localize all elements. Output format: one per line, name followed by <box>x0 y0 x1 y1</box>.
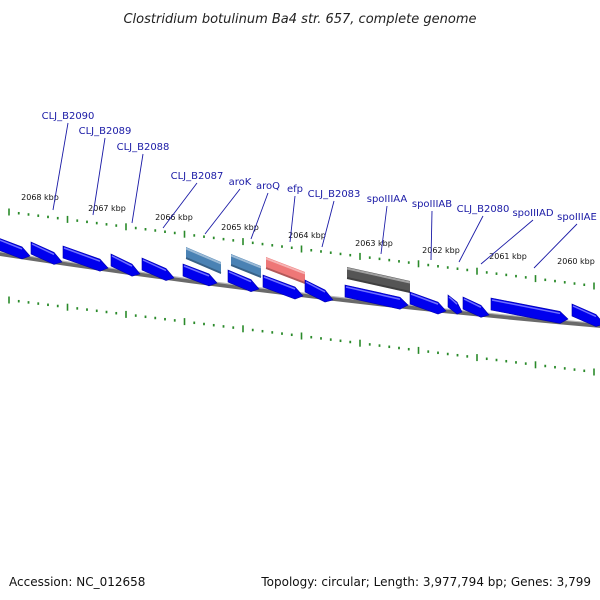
feature-misc <box>346 267 411 293</box>
gene-leader-line <box>131 153 144 224</box>
kbp-label: 2066 kbp <box>155 213 193 222</box>
outer-tick-ring <box>8 208 595 290</box>
feature-cds <box>571 303 600 327</box>
gene-label[interactable]: spoIIIAE <box>557 212 597 223</box>
gene-leader-line <box>480 219 534 265</box>
gene-leader-line <box>533 223 578 269</box>
feature-cds <box>141 257 175 281</box>
kbp-label: 2067 kbp <box>88 204 126 213</box>
gene-leader-line <box>458 215 484 263</box>
gene-label[interactable]: CLJ_B2090 <box>42 111 95 122</box>
kbp-label: 2065 kbp <box>221 223 259 232</box>
feature-cds <box>0 238 31 260</box>
feature-trna <box>185 247 222 274</box>
gene-label[interactable]: CLJ_B2088 <box>117 142 170 153</box>
feature-cds <box>409 291 447 315</box>
kbp-label: 2064 kbp <box>288 231 326 240</box>
gene-label[interactable]: spoIIIAA <box>367 194 408 205</box>
kbp-label: 2060 kbp <box>557 257 595 266</box>
gene-label[interactable]: CLJ_B2083 <box>308 189 361 200</box>
feature-cds <box>182 263 218 287</box>
gene-leader-lines <box>52 122 578 269</box>
feature-cds <box>62 245 109 272</box>
gene-leader-line <box>289 195 296 243</box>
gene-label[interactable]: CLJ_B2080 <box>457 204 510 215</box>
feature-cds <box>30 241 63 265</box>
genome-summary: Topology: circular; Length: 3,977,794 bp… <box>260 575 591 589</box>
kbp-scale-labels: 2068 kbp 2067 kbp 2066 kbp 2065 kbp 2064 kbp… <box>21 193 595 266</box>
feature-trna <box>230 254 262 278</box>
gene-leader-line <box>204 188 241 235</box>
kbp-label: 2061 kbp <box>489 252 527 261</box>
map-title: Clostridium botulinum Ba4 str. 657, comp… <box>123 12 476 27</box>
feature-rrna <box>265 257 306 284</box>
gene-leader-line <box>380 205 388 255</box>
gene-label[interactable]: CLJ_B2087 <box>171 171 224 182</box>
gene-leader-line <box>250 192 269 240</box>
gene-label[interactable]: CLJ_B2089 <box>79 126 132 137</box>
gene-leader-line <box>162 182 198 229</box>
gene-leader-line <box>321 200 335 248</box>
inner-tick-ring <box>8 296 595 376</box>
feature-track <box>0 238 600 327</box>
gene-leader-line <box>92 137 106 216</box>
feature-cds <box>447 294 463 315</box>
feature-cds <box>262 274 304 300</box>
gene-leader-line <box>52 122 69 211</box>
feature-cds <box>344 284 409 310</box>
kbp-label: 2063 kbp <box>355 239 393 248</box>
feature-cds <box>110 253 141 277</box>
gene-label[interactable]: aroQ <box>256 181 280 192</box>
gene-label[interactable]: spoIIIAB <box>412 199 452 210</box>
gene-label[interactable]: spoIIIAD <box>512 208 553 219</box>
feature-cds <box>227 269 260 292</box>
feature-cds <box>304 279 334 303</box>
gene-label[interactable]: efp <box>287 184 303 195</box>
accession-label: Accession: NC_012658 <box>9 575 145 589</box>
feature-cds <box>462 296 490 318</box>
gene-label[interactable]: aroK <box>229 177 252 188</box>
gene-labels: CLJ_B2090 CLJ_B2089 CLJ_B2088 CLJ_B2087 aroK… <box>42 111 597 223</box>
kbp-label: 2068 kbp <box>21 193 59 202</box>
gene-leader-line <box>430 210 433 261</box>
feature-cds <box>490 297 569 324</box>
kbp-label: 2062 kbp <box>422 246 460 255</box>
